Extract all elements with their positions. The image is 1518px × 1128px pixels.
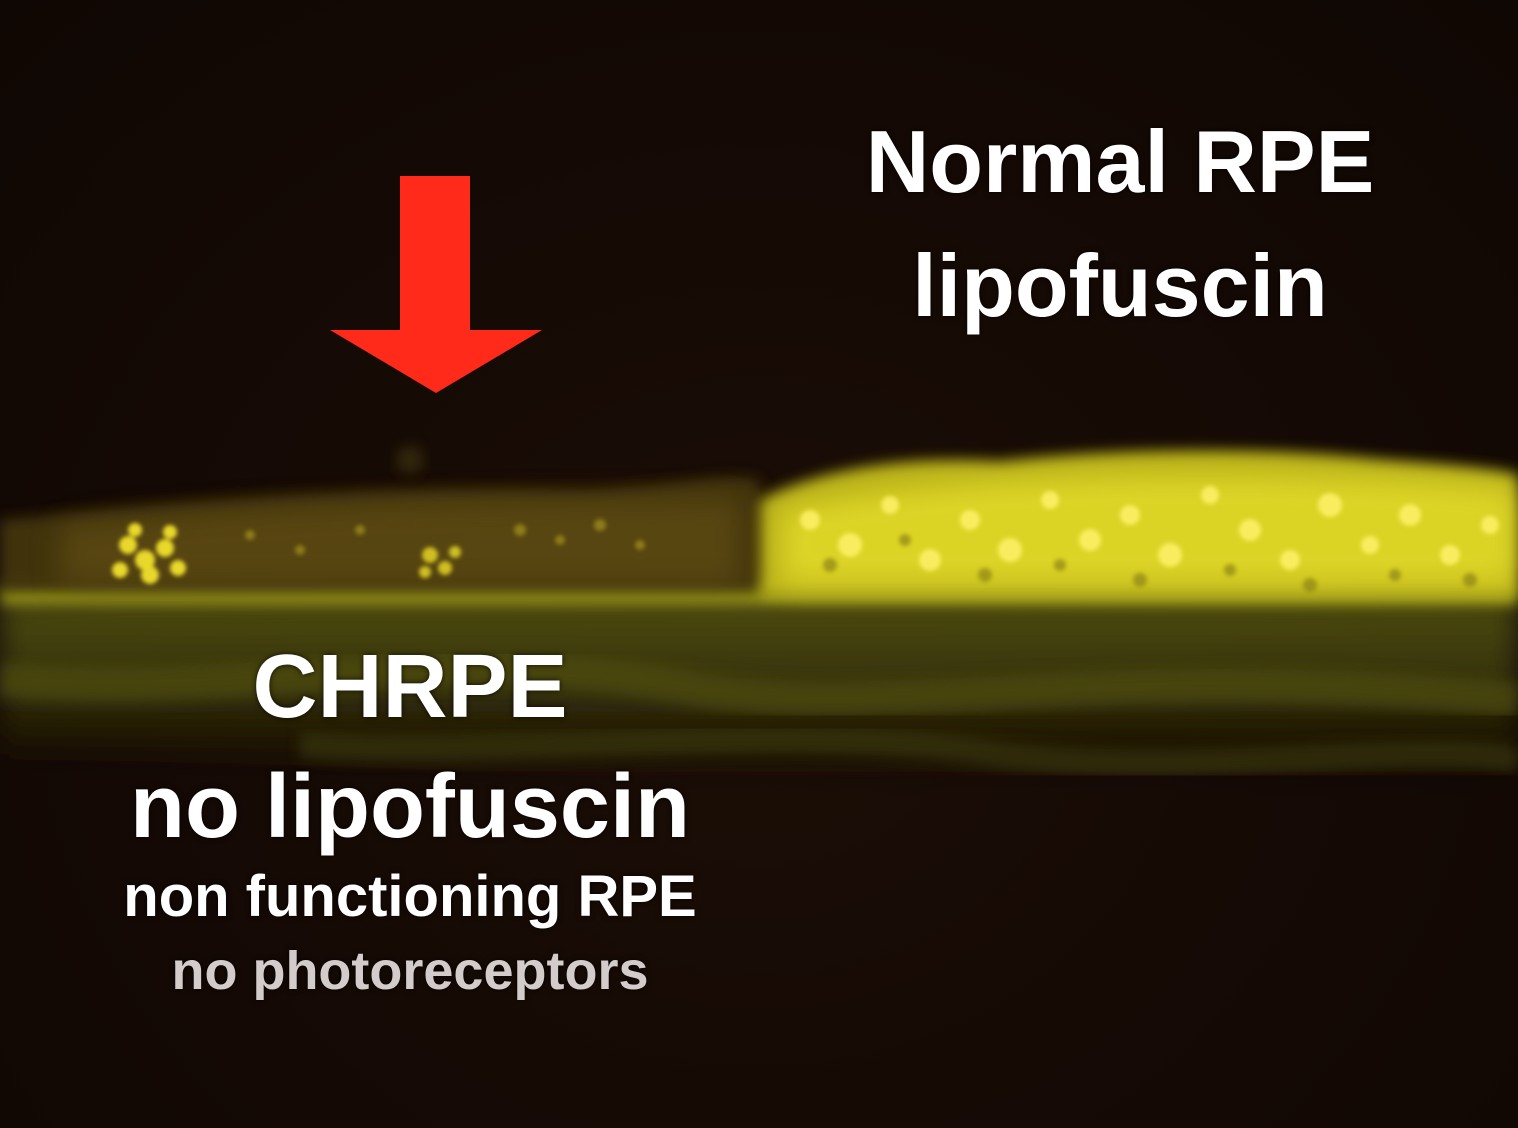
chrpe-note-secondary: no photoreceptors bbox=[171, 941, 649, 1001]
chrpe-granule-cluster-1 bbox=[112, 523, 186, 584]
red-down-arrow-icon bbox=[330, 176, 542, 393]
chrpe-granule-cluster-2 bbox=[419, 546, 461, 578]
chrpe-note-primary: non functioning RPE bbox=[123, 864, 697, 929]
normal-rpe-subtitle: lipofuscin bbox=[912, 236, 1328, 335]
normal-rpe-title: Normal RPE bbox=[865, 112, 1375, 211]
chrpe-subtitle: no lipofuscin bbox=[130, 757, 690, 857]
choroid-streaks bbox=[0, 652, 1518, 717]
chrpe-title: CHRPE bbox=[252, 637, 568, 737]
lipofuscin-granules bbox=[800, 486, 1499, 571]
